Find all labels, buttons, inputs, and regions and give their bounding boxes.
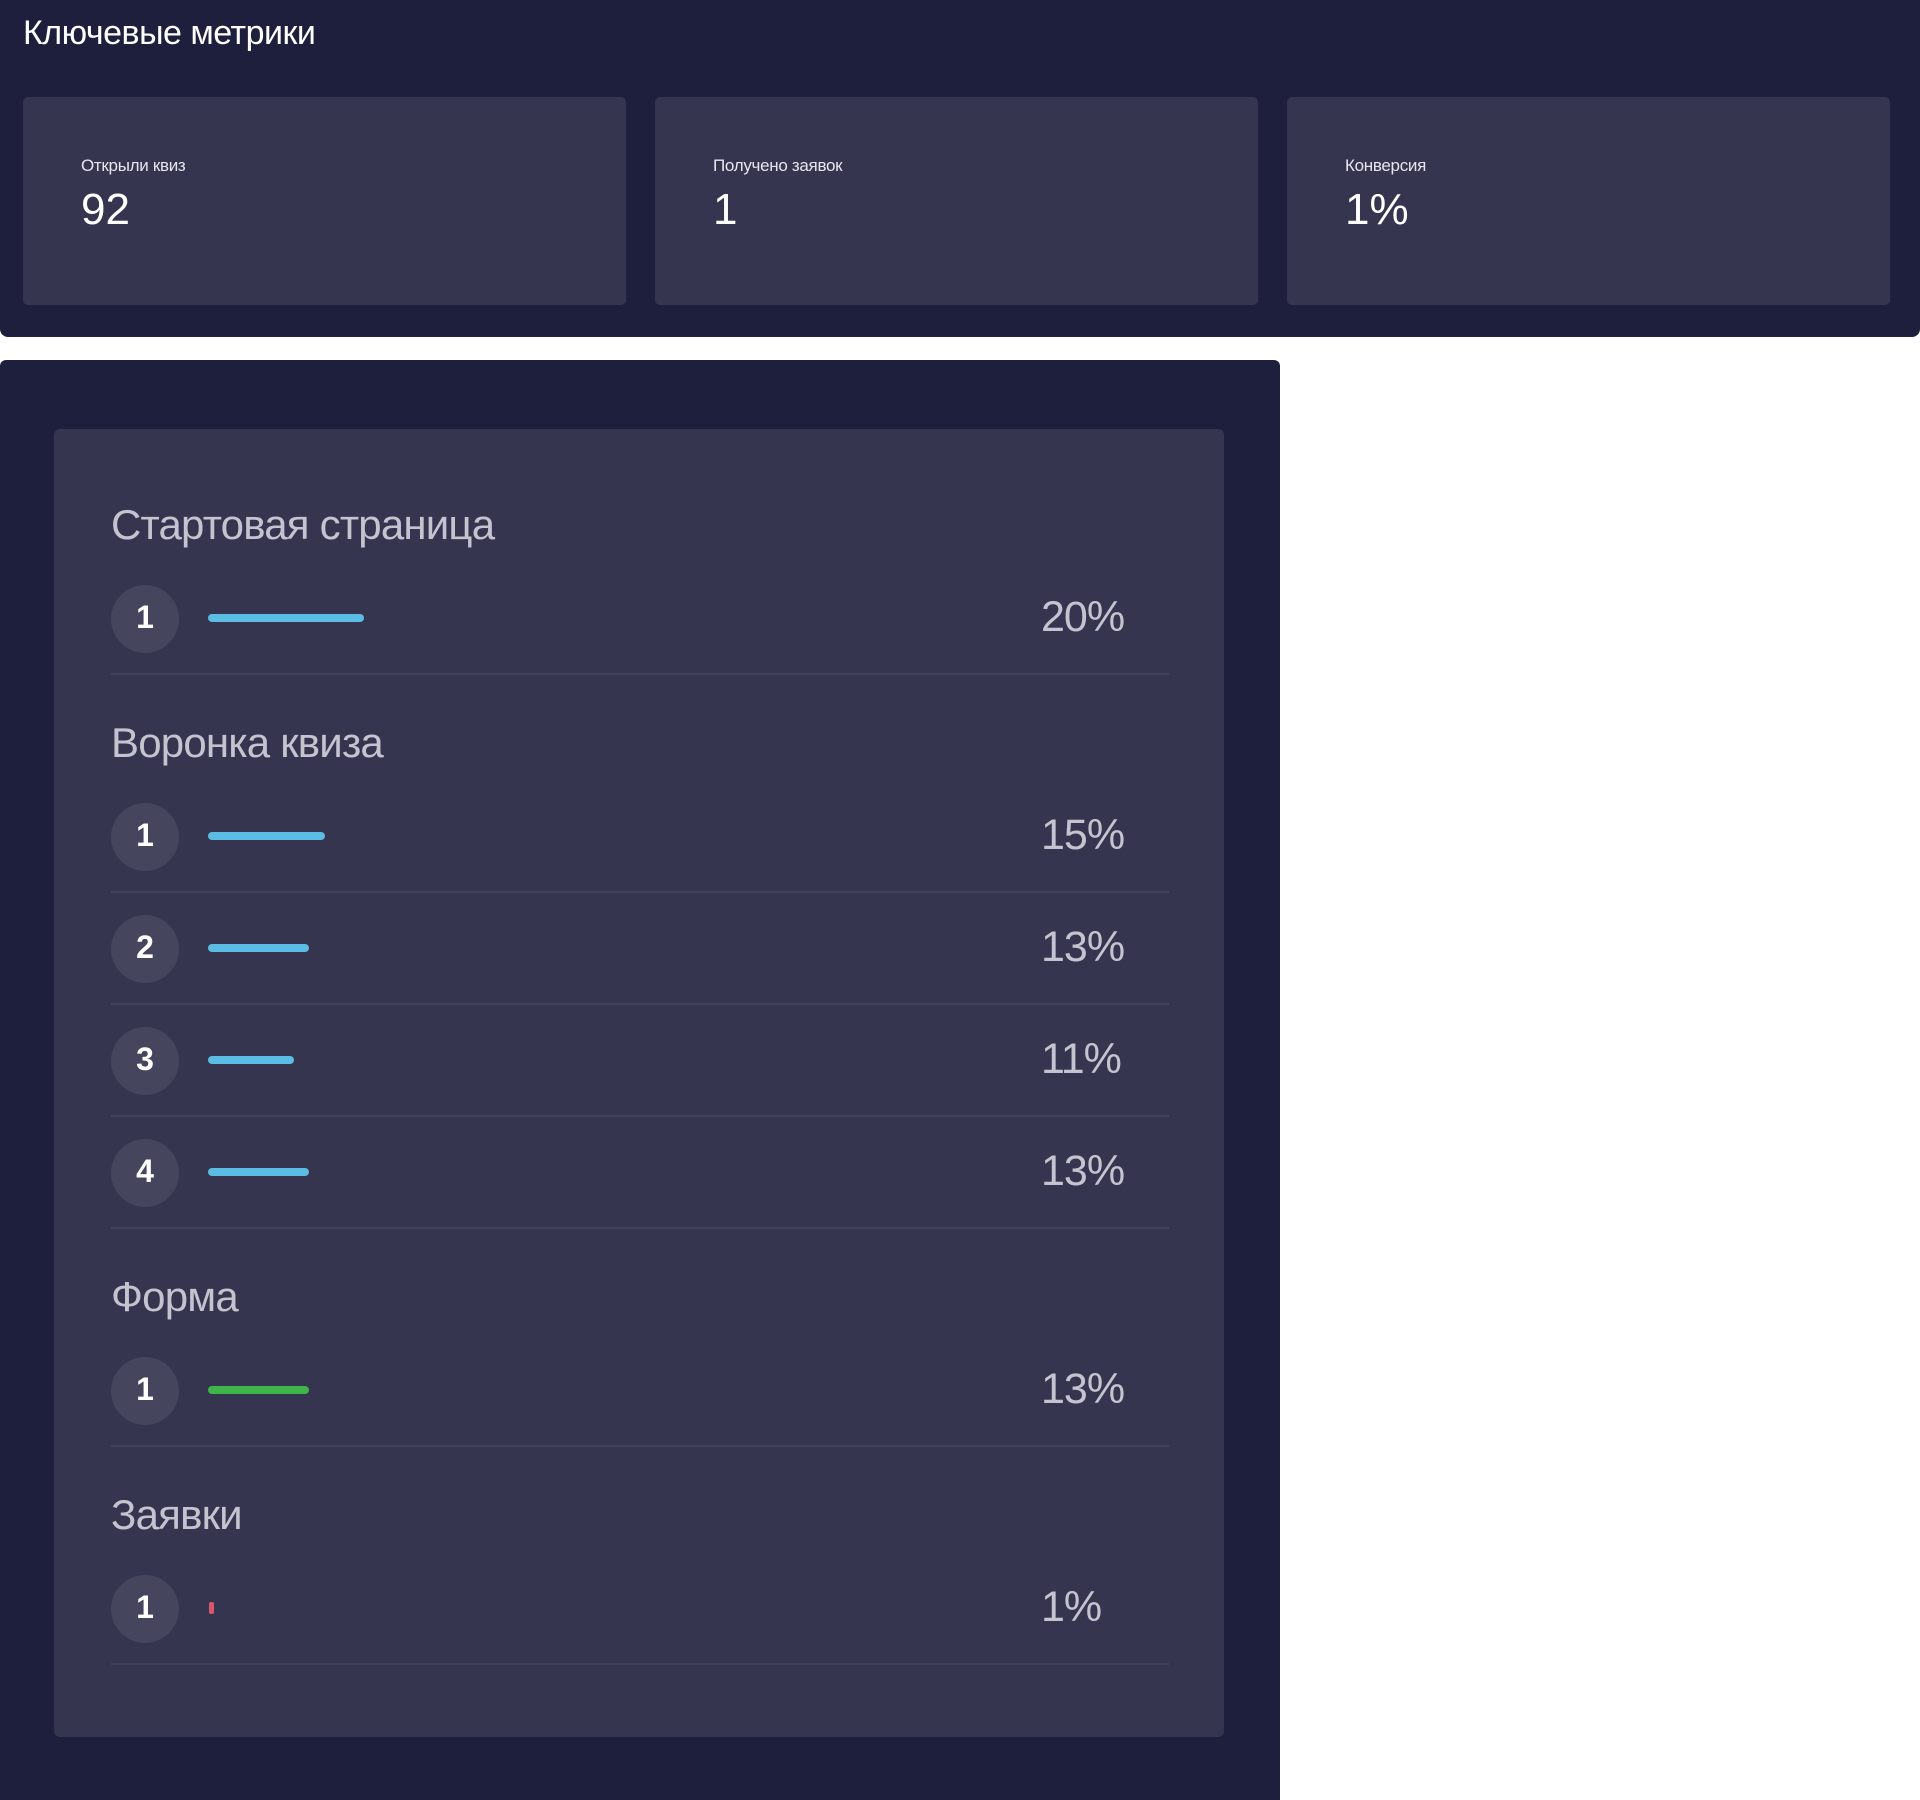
key-metrics-panel: Ключевые метрики Открыли квиз 92 Получен… [0, 0, 1920, 337]
funnel-step-row: 2 13% [111, 893, 1169, 1005]
step-percent: 15% [1041, 811, 1125, 859]
metric-value: 1% [1345, 185, 1409, 234]
funnel-section-title: Воронка квиза [111, 719, 384, 766]
metric-card-conversion: Конверсия 1% [1287, 97, 1890, 305]
funnel-step-row: 4 13% [111, 1117, 1169, 1229]
metric-label: Получено заявок [713, 156, 843, 175]
step-number-badge: 1 [111, 1575, 179, 1643]
step-number-badge: 4 [111, 1139, 179, 1207]
step-number-badge: 3 [111, 1027, 179, 1095]
metric-label: Конверсия [1345, 156, 1426, 175]
step-progress-bar [208, 1056, 294, 1064]
metric-value: 1 [713, 185, 738, 234]
step-percent: 20% [1041, 593, 1125, 641]
funnel-card: Стартовая страница 1 20% Воронка квиза 1 15% 2… [54, 429, 1224, 1737]
metric-value: 92 [81, 185, 130, 234]
funnel-step-row: 1 1% [111, 1553, 1169, 1665]
step-percent: 13% [1041, 1365, 1125, 1413]
funnel-section-title: Форма [111, 1273, 239, 1320]
funnel-step-row: 1 15% [111, 781, 1169, 893]
funnel-section-title: Стартовая страница [111, 501, 495, 548]
step-progress-bar [209, 1602, 214, 1614]
metric-card-leads: Получено заявок 1 [655, 97, 1258, 305]
step-percent: 13% [1041, 923, 1125, 971]
step-progress-bar [208, 1386, 309, 1394]
step-number-badge: 2 [111, 915, 179, 983]
step-progress-bar [208, 944, 309, 952]
step-progress-bar [208, 614, 364, 622]
funnel-section-title: Заявки [111, 1491, 243, 1538]
step-percent: 13% [1041, 1147, 1125, 1195]
step-progress-bar [208, 1168, 309, 1176]
step-number-badge: 1 [111, 1357, 179, 1425]
step-percent: 11% [1041, 1035, 1122, 1083]
step-percent: 1% [1041, 1583, 1102, 1631]
step-number-badge: 1 [111, 585, 179, 653]
funnel-panel: Стартовая страница 1 20% Воронка квиза 1 15% 2… [0, 360, 1280, 1800]
funnel-step-row: 1 20% [111, 563, 1169, 675]
step-number-badge: 1 [111, 803, 179, 871]
key-metrics-title: Ключевые метрики [23, 14, 316, 52]
metric-label: Открыли квиз [81, 156, 186, 175]
funnel-step-row: 3 11% [111, 1005, 1169, 1117]
funnel-step-row: 1 13% [111, 1335, 1169, 1447]
metric-card-opened: Открыли квиз 92 [23, 97, 626, 305]
step-progress-bar [208, 832, 325, 840]
